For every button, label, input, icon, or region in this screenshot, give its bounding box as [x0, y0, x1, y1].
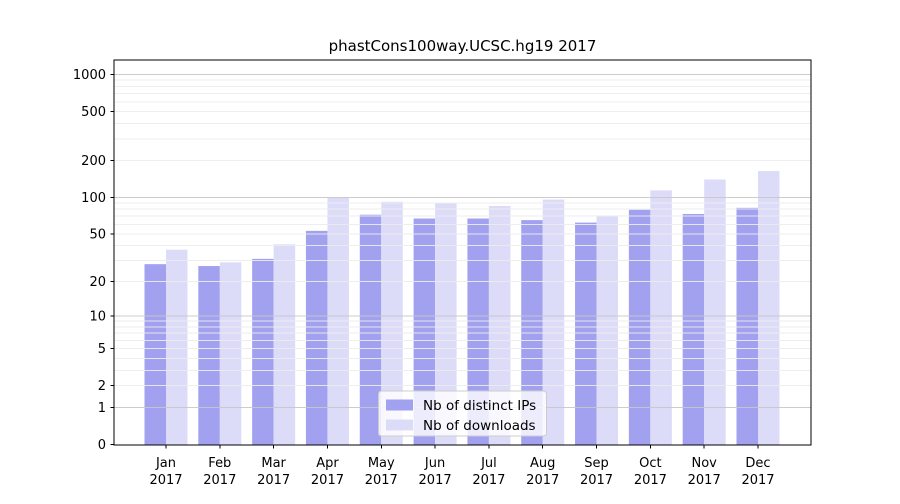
bar-ips-2 [252, 258, 274, 445]
bar-ips-7 [521, 220, 543, 445]
x-tick-label-year: 2017 [365, 473, 398, 488]
bar-downloads-10 [704, 179, 726, 445]
legend-box [378, 390, 547, 437]
x-tick-label-month: May [368, 456, 395, 471]
bar-downloads-11 [757, 171, 780, 445]
y-tick-label: 0 [98, 438, 106, 453]
bar-ips-3 [305, 230, 328, 445]
x-tick-label-month: Jan [155, 456, 176, 471]
bar-ips-5 [413, 218, 436, 445]
x-tick-label-year: 2017 [149, 473, 182, 488]
x-tick-label-month: Oct [639, 456, 661, 471]
legend-swatch-distinct-ips [386, 399, 413, 411]
x-tick-label-month: Sep [584, 456, 609, 471]
x-tick-label-year: 2017 [203, 473, 236, 488]
x-tick-label-month: Feb [208, 456, 231, 471]
bar-downloads-0 [166, 249, 188, 445]
bar-downloads-2 [273, 244, 296, 445]
bar-downloads-1 [219, 262, 242, 445]
ticks-layer: 0 1 2 5 10 20 50 100 200 500 1000 Jan 2017 Feb 2017 Mar… [73, 68, 775, 488]
x-tick-label-month: Apr [316, 456, 339, 471]
bar-downloads-5 [435, 203, 457, 445]
x-tick-label-year: 2017 [634, 473, 667, 488]
legend-label-distinct-ips: Nb of distinct IPs [423, 398, 536, 414]
y-tick-label: 100 [81, 191, 106, 206]
x-tick-label-month: Mar [261, 456, 286, 471]
y-tick-label: 500 [81, 105, 106, 120]
y-tick-label: 50 [89, 227, 106, 242]
x-tick-label-year: 2017 [526, 473, 559, 488]
x-tick-label-month: Jun [424, 456, 445, 471]
x-tick-label-month: Dec [745, 456, 770, 471]
x-tick-label-month: Nov [691, 456, 717, 471]
legend: Nb of distinct IPs Nb of downloads [378, 390, 547, 437]
x-tick-label-year: 2017 [257, 473, 290, 488]
x-tick-label-month: Jul [480, 456, 497, 471]
bar-downloads-8 [596, 215, 619, 445]
y-tick-label: 1000 [73, 68, 106, 83]
x-tick-label-year: 2017 [688, 473, 721, 488]
chart-title: phastCons100way.UCSC.hg19 2017 [329, 37, 597, 55]
bar-ips-6 [467, 218, 489, 445]
y-tick-label: 200 [81, 154, 106, 169]
y-tick-label: 5 [98, 342, 106, 357]
bar-ips-1 [198, 266, 220, 445]
bar-ips-0 [144, 264, 166, 445]
x-tick-label-year: 2017 [741, 473, 774, 488]
y-tick-label: 20 [89, 275, 106, 290]
bar-downloads-4 [381, 201, 403, 445]
x-tick-label-year: 2017 [311, 473, 344, 488]
bar-ips-4 [359, 214, 382, 445]
legend-swatch-downloads [386, 419, 413, 431]
y-tick-label: 1 [98, 401, 106, 416]
legend-label-downloads: Nb of downloads [423, 418, 536, 434]
x-tick-label-month: Aug [530, 456, 555, 471]
bar-downloads-6 [488, 205, 511, 445]
bar-ips-11 [736, 207, 758, 445]
y-tick-label: 10 [89, 310, 106, 325]
bar-downloads-9 [650, 190, 672, 445]
x-tick-label-year: 2017 [472, 473, 505, 488]
x-tick-label-year: 2017 [419, 473, 452, 488]
plot-border [113, 59, 812, 446]
grid-layer [114, 73, 811, 408]
y-tick-label: 2 [98, 379, 106, 394]
bar-ips-10 [682, 213, 705, 445]
x-tick-label-year: 2017 [580, 473, 613, 488]
axes-layer [113, 59, 812, 446]
